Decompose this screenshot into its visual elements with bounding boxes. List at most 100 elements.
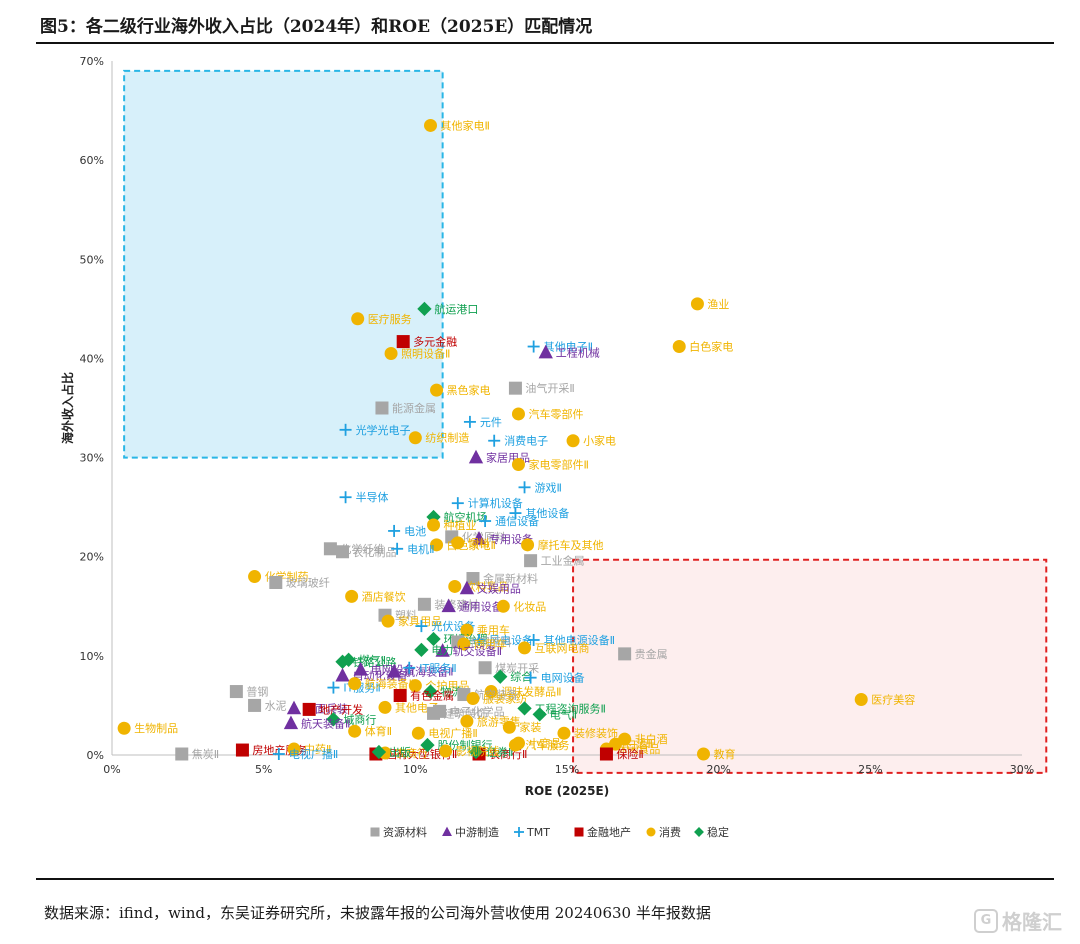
point-label: 装修装饰 [574, 726, 618, 740]
data-point [414, 642, 429, 658]
point-label: 消费电子 [504, 434, 548, 448]
point-label: 饮料乳品 [465, 579, 509, 593]
point-label: 白色家电 [689, 340, 733, 354]
point-label: 小商品 [528, 736, 561, 750]
point-label: 家电零部件Ⅱ [528, 458, 588, 472]
point-label: 汽车零部件 [528, 407, 583, 421]
data-point [518, 481, 531, 494]
title-rule [36, 42, 1054, 44]
data-point [235, 743, 249, 757]
point-label: 多元金融 [413, 335, 457, 349]
data-point [468, 744, 484, 760]
point-label: 小家电 [583, 434, 616, 448]
point-label: 其他电源设备Ⅱ [544, 633, 615, 647]
point-label: 其他设备 [525, 506, 569, 520]
data-point [283, 715, 299, 730]
point-label: 生物制品 [134, 721, 178, 735]
point-label: 黑色家电 [447, 383, 491, 397]
point-label: 化妆品 [513, 599, 546, 613]
x-tick-label: 20% [706, 763, 730, 776]
legend-marker [370, 827, 380, 837]
point-label: 渔业 [707, 298, 729, 311]
data-point [351, 312, 365, 326]
data-point [524, 554, 538, 568]
data-point [451, 497, 464, 510]
point-label: 电视广播Ⅱ [428, 726, 477, 740]
watermark: G 格隆汇 [974, 906, 1062, 935]
point-label: 贵金属 [635, 647, 668, 661]
data-point [430, 538, 444, 552]
legend-label: 消费 [659, 825, 681, 839]
point-label: 铁路公路 [353, 656, 397, 669]
legend-marker [646, 827, 656, 837]
point-label: 乘用车 [477, 623, 510, 637]
data-point [391, 542, 404, 555]
data-point [345, 589, 359, 603]
data-point [451, 536, 465, 550]
point-label: 普钢 [246, 685, 268, 699]
point-label: 物流 [441, 685, 463, 699]
data-point [348, 724, 362, 738]
data-point [517, 701, 532, 716]
data-point [427, 518, 441, 532]
data-point [424, 118, 437, 132]
data-point [511, 407, 525, 421]
point-label: 服装家纺 [483, 691, 527, 705]
point-label: 文娱用品 [477, 581, 521, 595]
data-point [618, 647, 632, 661]
data-point [371, 744, 387, 760]
data-point [302, 702, 316, 716]
data-point [378, 700, 392, 714]
point-label: 其他电子Ⅱ [544, 341, 593, 354]
data-point [496, 599, 510, 613]
point-label: 出版 [389, 745, 411, 759]
point-label: 工程咨询服务Ⅱ [535, 701, 606, 715]
data-point [459, 580, 475, 595]
data-point [488, 434, 501, 447]
watermark-logo-icon: G [974, 908, 998, 933]
point-label: 体育Ⅱ [365, 724, 392, 738]
point-label: 建筑装饰 [444, 706, 488, 720]
point-label: 调味发酵品Ⅱ [501, 685, 561, 699]
watermark-text: 格隆汇 [1002, 910, 1062, 934]
y-axis-title: 海外收入占比 [60, 372, 75, 444]
point-label: 光学光电子 [356, 423, 411, 437]
data-point [690, 297, 704, 311]
data-point [426, 631, 441, 647]
point-label: 电气Ⅱ [550, 707, 577, 721]
data-point [466, 572, 480, 586]
point-label: 电视广播Ⅱ [289, 747, 338, 761]
y-tick-label: 60% [80, 154, 104, 167]
point-label: 非白酒 [635, 732, 668, 746]
point-label: 自动化设备 [353, 669, 408, 683]
data-point [269, 575, 283, 589]
point-label: 游戏Ⅱ [535, 481, 562, 494]
point-label: 航天装备Ⅱ [301, 716, 350, 730]
point-label: 影视院线 [456, 744, 500, 758]
point-label: 电池 [404, 525, 426, 538]
data-point [327, 681, 340, 694]
figure-title: 图5：各二级行业海外收入占比（2024年）和ROE（2025E）匹配情况 [40, 17, 593, 37]
data-point [471, 531, 487, 545]
data-point [339, 423, 352, 436]
point-label: 汽车服务 [525, 738, 569, 752]
point-label: 通用设备 [459, 599, 503, 613]
point-label: 半导体 [356, 490, 389, 504]
data-point [532, 707, 547, 722]
point-label: IT服务Ⅱ [419, 662, 456, 675]
point-label: 纺织制造 [425, 431, 469, 445]
data-point [408, 679, 422, 693]
x-axis-title: ROE (2025E) [525, 784, 609, 798]
point-label: 航海装备Ⅱ [404, 665, 453, 679]
point-label: 航空装备 [474, 688, 518, 702]
y-tick-label: 20% [80, 551, 104, 564]
point-label: 有色金属 [410, 689, 454, 703]
data-point [430, 383, 444, 397]
data-point [527, 633, 540, 646]
data-point [508, 738, 522, 752]
data-point [854, 692, 868, 706]
legend-marker [574, 827, 584, 837]
point-label: 农商行 [395, 746, 428, 760]
point-label: 金属新材料 [483, 572, 538, 586]
x-tick-label: 0% [103, 763, 120, 776]
